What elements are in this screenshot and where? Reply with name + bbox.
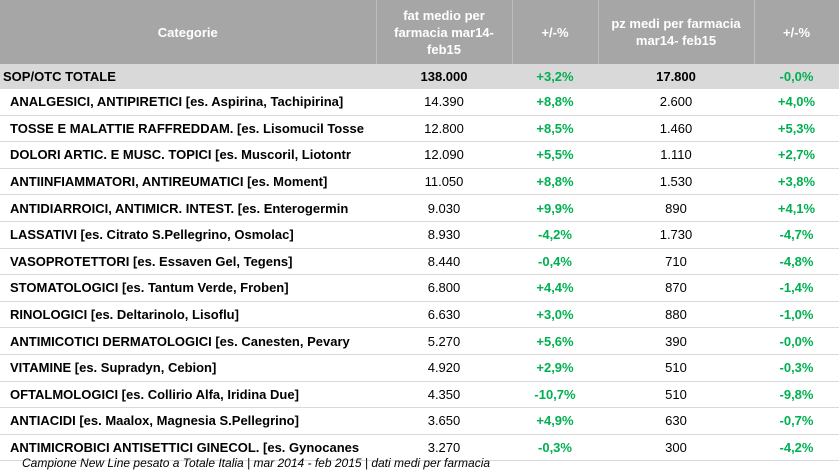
cell-pz: 890 — [598, 194, 754, 222]
table-row: ANTIDIARROICI, ANTIMICR. INTEST. [es. En… — [0, 194, 839, 222]
cell-pz-var: -4,7% — [754, 221, 839, 249]
cell-fat-var: +8,8% — [512, 168, 598, 196]
cell-fat-var: +5,6% — [512, 327, 598, 355]
cell-category: DOLORI ARTIC. E MUSC. TOPICI [es. Muscor… — [0, 141, 376, 169]
cell-fat: 8.440 — [376, 248, 512, 276]
cell-pz: 510 — [598, 354, 754, 382]
cell-pz-var: +5,3% — [754, 115, 839, 143]
col-header-fat: fat medio per farmacia mar14- feb15 — [376, 0, 513, 64]
cell-category: ANTIMICROBICI ANTISETTICI GINECOL. [es. … — [0, 434, 376, 462]
table-row: VITAMINE [es. Supradyn, Cebion] 4.920 +2,9… — [0, 354, 839, 382]
cell-pz-var: -1,0% — [754, 301, 839, 329]
cell-category: ANALGESICI, ANTIPIRETICI [es. Aspirina, … — [0, 88, 376, 116]
cell-category: LASSATIVI [es. Citrato S.Pellegrino, Osm… — [0, 221, 376, 249]
cell-fat: 5.270 — [376, 327, 512, 355]
total-category: SOP/OTC TOTALE — [0, 64, 376, 89]
cell-category: STOMATOLOGICI [es. Tantum Verde, Froben] — [0, 274, 376, 302]
cell-fat: 6.800 — [376, 274, 512, 302]
cell-fat: 11.050 — [376, 168, 512, 196]
cell-pz-var: +4,1% — [754, 194, 839, 222]
table-row: ANTIMICOTICI DERMATOLOGICI [es. Canesten… — [0, 327, 839, 355]
cell-pz-var: -0,0% — [754, 327, 839, 355]
cell-pz: 710 — [598, 248, 754, 276]
col-header-categorie: Categorie — [0, 0, 377, 64]
table-row: VASOPROTETTORI [es. Essaven Gel, Tegens]… — [0, 248, 839, 276]
table-row: ANTIMICROBICI ANTISETTICI GINECOL. [es. … — [0, 434, 839, 462]
total-pz: 17.800 — [598, 64, 754, 89]
total-fat-var: +3,2% — [512, 64, 598, 89]
cell-category: ANTIDIARROICI, ANTIMICR. INTEST. [es. En… — [0, 194, 376, 222]
cell-fat: 12.800 — [376, 115, 512, 143]
cell-pz-var: -1,4% — [754, 274, 839, 302]
cell-pz: 630 — [598, 407, 754, 435]
table-row: DOLORI ARTIC. E MUSC. TOPICI [es. Muscor… — [0, 141, 839, 169]
data-table: Categorie fat medio per farmacia mar14- … — [0, 0, 839, 462]
cell-fat-var: +8,5% — [512, 115, 598, 143]
cell-category: RINOLOGICI [es. Deltarinolo, Lisoflu] — [0, 301, 376, 329]
table-row: RINOLOGICI [es. Deltarinolo, Lisoflu] 6.6… — [0, 301, 839, 329]
cell-fat: 4.920 — [376, 354, 512, 382]
table-row: ANALGESICI, ANTIPIRETICI [es. Aspirina, … — [0, 88, 839, 116]
table-row: OFTALMOLOGICI [es. Collirio Alfa, Iridin… — [0, 381, 839, 409]
cell-fat: 6.630 — [376, 301, 512, 329]
cell-fat-var: +4,4% — [512, 274, 598, 302]
cell-pz-var: -0,3% — [754, 354, 839, 382]
cell-fat: 12.090 — [376, 141, 512, 169]
cell-pz-var: +3,8% — [754, 168, 839, 196]
cell-fat-var: +4,9% — [512, 407, 598, 435]
cell-category: ANTIINFIAMMATORI, ANTIREUMATICI [es. Mom… — [0, 168, 376, 196]
cell-fat: 3.270 — [376, 434, 512, 462]
cell-category: OFTALMOLOGICI [es. Collirio Alfa, Iridin… — [0, 381, 376, 409]
cell-fat-var: +2,9% — [512, 354, 598, 382]
table-row: LASSATIVI [es. Citrato S.Pellegrino, Osm… — [0, 221, 839, 249]
table-row: ANTIACIDI [es. Maalox, Magnesia S.Pelleg… — [0, 407, 839, 435]
cell-fat-var: -0,3% — [512, 434, 598, 462]
table-row: STOMATOLOGICI [es. Tantum Verde, Froben]… — [0, 274, 839, 302]
cell-fat: 4.350 — [376, 381, 512, 409]
total-fat: 138.000 — [376, 64, 512, 89]
cell-pz: 510 — [598, 381, 754, 409]
cell-category: ANTIACIDI [es. Maalox, Magnesia S.Pelleg… — [0, 407, 376, 435]
cell-category: TOSSE E MALATTIE RAFFREDDAM. [es. Lisomu… — [0, 115, 376, 143]
cell-category: ANTIMICOTICI DERMATOLOGICI [es. Canesten… — [0, 327, 376, 355]
cell-pz: 1.530 — [598, 168, 754, 196]
cell-pz: 390 — [598, 327, 754, 355]
cell-pz: 1.110 — [598, 141, 754, 169]
cell-fat-var: -10,7% — [512, 381, 598, 409]
cell-pz: 880 — [598, 301, 754, 329]
cell-fat-var: +9,9% — [512, 194, 598, 222]
col-header-fat-var: +/-% — [512, 0, 599, 64]
header-row: Categorie fat medio per farmacia mar14- … — [0, 0, 839, 64]
cell-fat: 9.030 — [376, 194, 512, 222]
cell-pz: 2.600 — [598, 88, 754, 116]
cell-pz-var: -4,2% — [754, 434, 839, 462]
col-header-pz: pz medi per farmacia mar14- feb15 — [598, 0, 755, 64]
cell-pz-var: -4,8% — [754, 248, 839, 276]
cell-pz: 1.730 — [598, 221, 754, 249]
cell-pz-var: -0,7% — [754, 407, 839, 435]
cell-pz: 300 — [598, 434, 754, 462]
col-header-pz-var: +/-% — [754, 0, 839, 64]
cell-fat-var: +3,0% — [512, 301, 598, 329]
cell-fat-var: -4,2% — [512, 221, 598, 249]
cell-fat-var: +8,8% — [512, 88, 598, 116]
cell-fat: 14.390 — [376, 88, 512, 116]
cell-pz-var: +4,0% — [754, 88, 839, 116]
footnote: Campione New Line pesato a Totale Italia… — [22, 456, 491, 470]
table-row: ANTIINFIAMMATORI, ANTIREUMATICI [es. Mom… — [0, 168, 839, 196]
cell-pz: 870 — [598, 274, 754, 302]
cell-pz-var: -9,8% — [754, 381, 839, 409]
total-row: SOP/OTC TOTALE 138.000 +3,2% 17.800 -0,0… — [0, 64, 839, 89]
cell-category: VITAMINE [es. Supradyn, Cebion] — [0, 354, 376, 382]
total-pz-var: -0,0% — [754, 64, 839, 89]
cell-category: VASOPROTETTORI [es. Essaven Gel, Tegens] — [0, 248, 376, 276]
cell-pz: 1.460 — [598, 115, 754, 143]
table-row: TOSSE E MALATTIE RAFFREDDAM. [es. Lisomu… — [0, 115, 839, 143]
cell-fat-var: -0,4% — [512, 248, 598, 276]
cell-fat: 3.650 — [376, 407, 512, 435]
cell-fat: 8.930 — [376, 221, 512, 249]
cell-pz-var: +2,7% — [754, 141, 839, 169]
cell-fat-var: +5,5% — [512, 141, 598, 169]
